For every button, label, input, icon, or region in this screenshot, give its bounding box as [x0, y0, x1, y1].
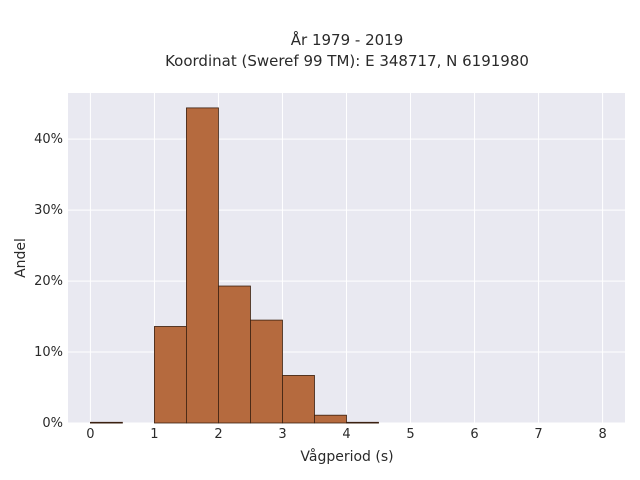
x-tick-label: 4	[342, 427, 350, 442]
y-tick-label: 30%	[34, 203, 63, 218]
y-tick-label: 10%	[34, 345, 63, 360]
chart-title: År 1979 - 2019	[291, 30, 404, 49]
histogram-bar	[314, 414, 347, 424]
x-tick-label: 2	[214, 427, 222, 442]
y-axis-ticks: 0% 10% 20% 30% 40%	[34, 132, 63, 431]
x-tick-label: 6	[470, 427, 478, 442]
histogram-bar	[154, 326, 187, 424]
x-tick-label: 1	[150, 427, 158, 442]
x-tick-label: 3	[278, 427, 286, 442]
histogram-bar	[186, 107, 219, 424]
histogram-bar	[282, 375, 315, 424]
x-axis-label: Vågperiod (s)	[300, 448, 393, 465]
y-tick-label: 40%	[34, 132, 63, 147]
histogram-bar	[90, 421, 123, 424]
x-tick-label: 0	[86, 427, 94, 442]
histogram-bar	[346, 421, 379, 424]
x-tick-label: 8	[598, 427, 606, 442]
x-tick-label: 5	[406, 427, 414, 442]
y-axis-label: Andel	[13, 238, 29, 278]
y-tick-label: 0%	[42, 416, 63, 431]
bars	[90, 107, 379, 424]
histogram-bar	[250, 319, 283, 424]
histogram-bar	[218, 285, 251, 424]
y-tick-label: 20%	[34, 274, 63, 289]
x-axis-ticks: 0 1 2 3 4 5 6 7 8	[86, 427, 606, 442]
x-tick-label: 7	[534, 427, 542, 442]
chart-subtitle: Koordinat (Sweref 99 TM): E 348717, N 61…	[165, 52, 529, 70]
